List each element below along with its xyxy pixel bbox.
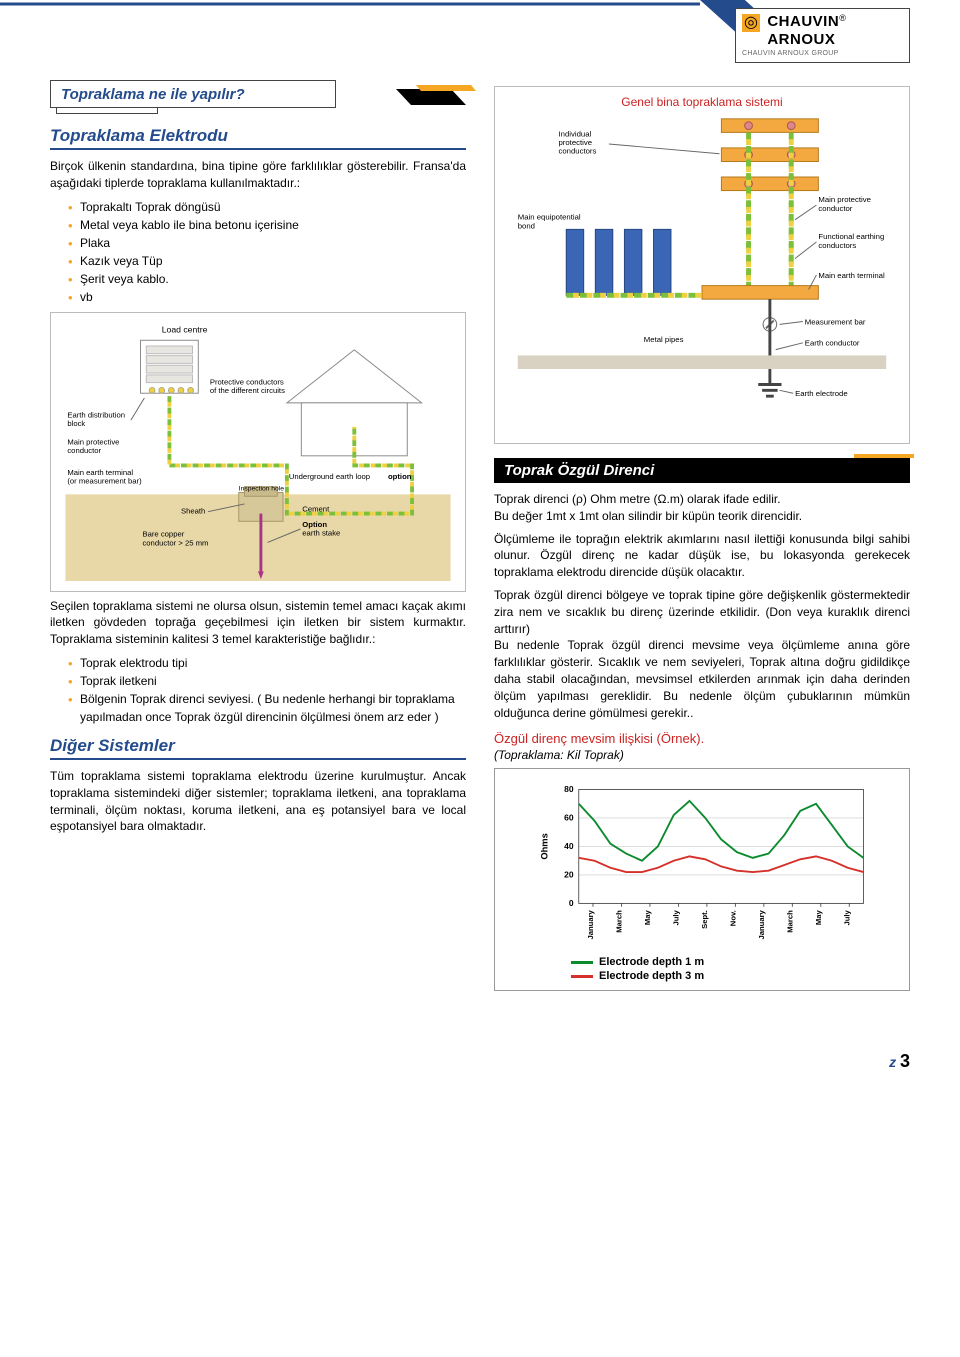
brand-line1: CHAUVIN bbox=[767, 13, 839, 30]
paragraph: Toprak özgül direnci bölgeye ve toprak t… bbox=[494, 587, 910, 721]
paragraph: Tüm topraklama sistemi topraklama elektr… bbox=[50, 768, 466, 835]
label-sheath: Sheath bbox=[181, 506, 205, 515]
svg-text:Functional earthing: Functional earthing bbox=[818, 232, 884, 241]
label-load-centre: Load centre bbox=[162, 324, 208, 334]
title-decor-icon bbox=[396, 83, 476, 105]
svg-text:conductor: conductor bbox=[818, 204, 852, 213]
list-item: Plaka bbox=[68, 234, 466, 252]
svg-text:0: 0 bbox=[569, 898, 574, 908]
section-bar: Toprak Özgül Direnci bbox=[494, 458, 910, 483]
logo-mark-icon: ◎ bbox=[742, 14, 760, 32]
svg-text:Earth conductor: Earth conductor bbox=[805, 339, 860, 348]
bullet-list: Toprak elektrodu tipi Toprak iletkeni Bö… bbox=[50, 654, 466, 726]
svg-text:conductors: conductors bbox=[558, 147, 596, 156]
list-item: Toprak iletkeni bbox=[68, 672, 466, 690]
left-column: Topraklama ne ile yapılır? Topraklama El… bbox=[50, 80, 466, 991]
paragraph: Ölçümleme ile toprağın elektrik akımları… bbox=[494, 531, 910, 581]
svg-text:Measurement bar: Measurement bar bbox=[805, 317, 866, 326]
svg-text:60: 60 bbox=[564, 813, 574, 823]
label-earth-stake: earth stake bbox=[302, 528, 340, 537]
svg-text:May: May bbox=[643, 910, 652, 926]
section-title-boxed: Topraklama ne ile yapılır? bbox=[50, 80, 466, 112]
svg-text:January: January bbox=[757, 910, 766, 940]
svg-text:40: 40 bbox=[564, 841, 574, 851]
svg-text:Sept.: Sept. bbox=[700, 911, 709, 930]
chart-title: Özgül direnç mevsim ilişkisi (Örnek). bbox=[494, 731, 910, 746]
footer-mark: z bbox=[889, 1054, 896, 1070]
list-item: Metal veya kablo ile bina betonu içerisi… bbox=[68, 216, 466, 234]
svg-text:option: option bbox=[388, 472, 412, 481]
diagram-title: Genel bina topraklama sistemi bbox=[503, 95, 901, 109]
paragraph: Toprak direnci (ρ) Ohm metre (Ω.m) olara… bbox=[494, 491, 910, 525]
svg-text:(or measurement bar): (or measurement bar) bbox=[67, 476, 142, 485]
label-earth-dist: Earth distribution bbox=[67, 410, 125, 419]
svg-text:of the different circuits: of the different circuits bbox=[210, 386, 285, 395]
label-underground: Underground earth loop bbox=[289, 472, 370, 481]
bar-title: Toprak Özgül Direnci bbox=[504, 462, 654, 479]
brand-line2: ARNOUX bbox=[767, 31, 835, 48]
svg-text:March: March bbox=[614, 910, 623, 933]
label-protective-conductors: Protective conductors bbox=[210, 377, 284, 386]
svg-text:Earth electrode: Earth electrode bbox=[795, 389, 848, 398]
list-item: vb bbox=[68, 288, 466, 306]
list-item: Kazık veya Tüp bbox=[68, 252, 466, 270]
label-option: Option bbox=[302, 520, 327, 529]
label-cement: Cement bbox=[302, 504, 330, 513]
brand-logo: ◎ CHAUVIN® ARNOUX CHAUVIN ARNOUX GROUP bbox=[735, 8, 910, 63]
title-text: Topraklama ne ile yapılır? bbox=[50, 80, 336, 108]
label-main-earth-terminal: Main earth terminal bbox=[67, 468, 133, 477]
page-number: 3 bbox=[900, 1051, 910, 1071]
svg-text:July: July bbox=[671, 910, 680, 926]
svg-text:80: 80 bbox=[564, 784, 574, 794]
resistivity-chart: 0 20 40 60 80 January March May July Sept. Nov. Jan… bbox=[494, 768, 910, 991]
label-bare-copper: Bare copper bbox=[142, 529, 184, 538]
building-earthing-diagram: Genel bina topraklama sistemi Individual… bbox=[494, 86, 910, 444]
paragraph: Seçilen topraklama sistemi ne olursa ols… bbox=[50, 598, 466, 648]
legend-label: Electrode depth 1 m bbox=[599, 956, 704, 968]
subheading-other: Diğer Sistemler bbox=[50, 736, 466, 760]
svg-text:May: May bbox=[814, 910, 823, 926]
svg-text:conductor > 25 mm: conductor > 25 mm bbox=[142, 538, 208, 547]
page-footer: z 3 bbox=[0, 1051, 960, 1072]
svg-text:protective: protective bbox=[558, 138, 592, 147]
svg-text:conductors: conductors bbox=[818, 241, 856, 250]
label-inspection: Inspection hole bbox=[239, 485, 285, 492]
svg-text:Main protective: Main protective bbox=[818, 195, 871, 204]
brand-sub: CHAUVIN ARNOUX GROUP bbox=[742, 50, 903, 57]
svg-text:January: January bbox=[586, 910, 595, 940]
legend-item: Electrode depth 3 m bbox=[571, 970, 903, 982]
label-main-protective: Main protective bbox=[67, 437, 119, 446]
list-item: Şerit veya kablo. bbox=[68, 270, 466, 288]
svg-text:Metal pipes: Metal pipes bbox=[644, 335, 684, 344]
svg-text:Main earth terminal: Main earth terminal bbox=[818, 271, 885, 280]
list-item: Bölgenin Toprak direnci seviyesi. ( Bu n… bbox=[68, 690, 466, 726]
list-item: Toprakaltı Toprak döngüsü bbox=[68, 198, 466, 216]
bullet-list: Toprakaltı Toprak döngüsü Metal veya kab… bbox=[50, 198, 466, 306]
svg-text:Main equipotential: Main equipotential bbox=[518, 213, 581, 222]
svg-text:March: March bbox=[785, 910, 794, 933]
list-item: Toprak elektrodu tipi bbox=[68, 654, 466, 672]
subheading-electrode: Topraklama Elektrodu bbox=[50, 126, 466, 150]
svg-text:block: block bbox=[67, 419, 85, 428]
chart-subtitle: (Topraklama: Kil Toprak) bbox=[494, 748, 910, 762]
svg-text:July: July bbox=[842, 910, 851, 926]
right-column: Genel bina topraklama sistemi Individual… bbox=[494, 80, 910, 991]
earthing-installation-diagram: Load centre Protective conductors of the… bbox=[50, 312, 466, 592]
svg-text:Ohms: Ohms bbox=[539, 834, 549, 860]
svg-text:Individual: Individual bbox=[558, 129, 591, 138]
svg-text:Nov.: Nov. bbox=[728, 911, 737, 927]
svg-text:conductor: conductor bbox=[67, 446, 101, 455]
paragraph: Birçok ülkenin standardına, bina tipine … bbox=[50, 158, 466, 192]
legend-label: Electrode depth 3 m bbox=[599, 970, 704, 982]
legend-item: Electrode depth 1 m bbox=[571, 956, 903, 968]
svg-text:bond: bond bbox=[518, 221, 535, 230]
svg-text:20: 20 bbox=[564, 870, 574, 880]
legend-swatch-icon bbox=[571, 975, 593, 978]
legend-swatch-icon bbox=[571, 961, 593, 964]
